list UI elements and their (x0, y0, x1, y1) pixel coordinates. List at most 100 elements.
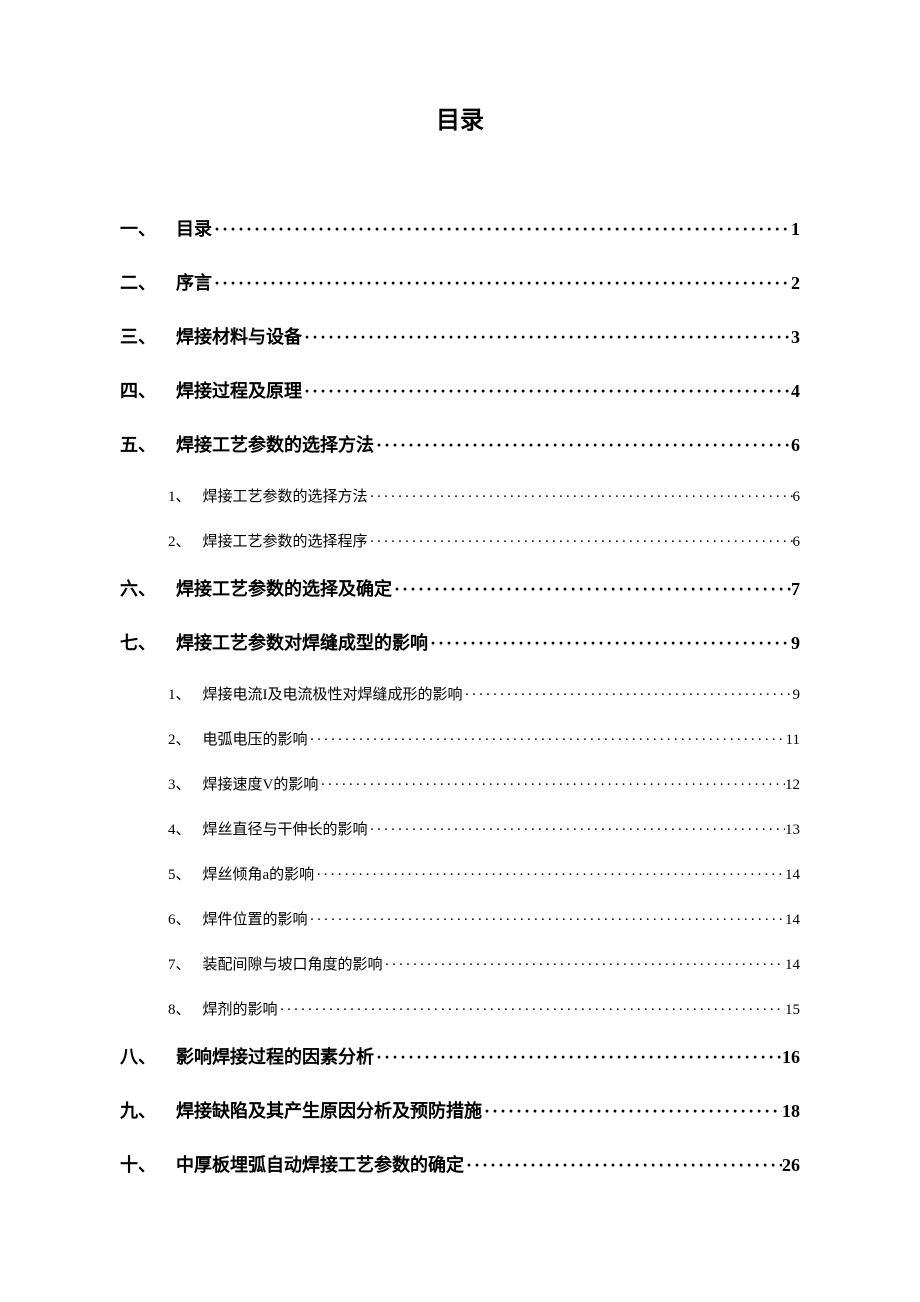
entry-page: 11 (786, 732, 800, 749)
entry-label: 焊接工艺参数对焊缝成型的影响 (176, 629, 428, 655)
entry-number: 二、 (120, 269, 164, 295)
entry-label: 焊接工艺参数的选择方法 (203, 485, 368, 506)
toc-entry: 三、焊接材料与设备 3 (120, 323, 800, 349)
entry-page: 14 (785, 912, 800, 929)
entry-label: 电弧电压的影响 (203, 728, 308, 749)
entry-page: 3 (791, 327, 800, 348)
leader-dots (212, 273, 791, 294)
leader-dots (314, 867, 785, 884)
entry-number: 五、 (120, 431, 164, 457)
entry-number: 1、 (168, 485, 191, 506)
entry-page: 14 (785, 957, 800, 974)
toc-entry: 六、焊接工艺参数的选择及确定 7 (120, 575, 800, 601)
entry-number: 4、 (168, 818, 191, 839)
entry-page: 26 (782, 1155, 800, 1176)
leader-dots (368, 822, 785, 839)
entry-label: 焊接电流I及电流极性对焊缝成形的影响 (203, 683, 463, 704)
toc-entry: 3、焊接速度V的影响 12 (168, 773, 800, 794)
leader-dots (302, 381, 791, 402)
leader-dots (308, 732, 786, 749)
entry-page: 18 (782, 1101, 800, 1122)
leader-dots (308, 912, 785, 929)
toc-entry: 5、焊丝倾角a的影响 14 (168, 863, 800, 884)
entry-page: 6 (793, 534, 801, 551)
leader-dots (374, 435, 791, 456)
leader-dots (318, 777, 785, 794)
entry-page: 13 (785, 822, 800, 839)
entry-label: 中厚板埋弧自动焊接工艺参数的确定 (176, 1151, 464, 1177)
entry-label: 焊接工艺参数的选择方法 (176, 431, 374, 457)
entry-label: 影响焊接过程的因素分析 (176, 1043, 374, 1069)
entry-label: 序言 (176, 269, 212, 295)
entry-number: 3、 (168, 773, 191, 794)
leader-dots (278, 1002, 785, 1019)
entry-page: 2 (791, 273, 800, 294)
entry-label: 焊剂的影响 (203, 998, 278, 1019)
entry-label: 焊丝直径与干伸长的影响 (203, 818, 368, 839)
entry-number: 2、 (168, 728, 191, 749)
entry-label: 焊接工艺参数的选择程序 (203, 530, 368, 551)
entry-page: 4 (791, 381, 800, 402)
entry-number: 一、 (120, 215, 164, 241)
entry-number: 三、 (120, 323, 164, 349)
toc-entry: 4、焊丝直径与干伸长的影响 13 (168, 818, 800, 839)
entry-page: 12 (785, 777, 800, 794)
entry-number: 十、 (120, 1151, 164, 1177)
leader-dots (464, 1155, 782, 1176)
leader-dots (368, 534, 793, 551)
entry-label: 焊接过程及原理 (176, 377, 302, 403)
toc-entry: 1、焊接电流I及电流极性对焊缝成形的影响 9 (168, 683, 800, 704)
toc-entry: 九、焊接缺陷及其产生原因分析及预防措施 18 (120, 1097, 800, 1123)
entry-label: 焊接材料与设备 (176, 323, 302, 349)
entry-number: 5、 (168, 863, 191, 884)
entry-number: 六、 (120, 575, 164, 601)
entry-page: 1 (791, 219, 800, 240)
toc-entry: 2、焊接工艺参数的选择程序 6 (168, 530, 800, 551)
entry-page: 7 (791, 579, 800, 600)
entry-number: 7、 (168, 953, 191, 974)
toc-entry: 一、目录 1 (120, 215, 800, 241)
toc-entry: 2、电弧电压的影响 11 (168, 728, 800, 749)
entry-label: 装配间隙与坡口角度的影响 (203, 953, 383, 974)
leader-dots (428, 633, 791, 654)
leader-dots (383, 957, 785, 974)
entry-number: 8、 (168, 998, 191, 1019)
entry-page: 15 (785, 1002, 800, 1019)
entry-number: 八、 (120, 1043, 164, 1069)
toc-container: 一、目录1二、序言2三、焊接材料与设备3四、焊接过程及原理4五、焊接工艺参数的选… (120, 215, 800, 1177)
leader-dots (212, 219, 791, 240)
entry-page: 16 (782, 1047, 800, 1068)
leader-dots (392, 579, 791, 600)
entry-number: 1、 (168, 683, 191, 704)
leader-dots (463, 687, 793, 704)
toc-entry: 6、焊件位置的影响 14 (168, 908, 800, 929)
entry-number: 2、 (168, 530, 191, 551)
toc-entry: 五、焊接工艺参数的选择方法6 (120, 431, 800, 457)
entry-page: 6 (793, 489, 801, 506)
leader-dots (368, 489, 793, 506)
toc-entry: 1、焊接工艺参数的选择方法 6 (168, 485, 800, 506)
entry-label: 焊丝倾角a的影响 (203, 863, 315, 884)
toc-entry: 十、中厚板埋弧自动焊接工艺参数的确定 26 (120, 1151, 800, 1177)
toc-entry: 7、装配间隙与坡口角度的影响 14 (168, 953, 800, 974)
toc-entry: 八、影响焊接过程的因素分析 16 (120, 1043, 800, 1069)
leader-dots (482, 1101, 782, 1122)
entry-label: 焊件位置的影响 (203, 908, 308, 929)
entry-label: 焊接工艺参数的选择及确定 (176, 575, 392, 601)
toc-entry: 七、焊接工艺参数对焊缝成型的影响 9 (120, 629, 800, 655)
entry-number: 七、 (120, 629, 164, 655)
entry-page: 9 (791, 633, 800, 654)
toc-entry: 四、焊接过程及原理 4 (120, 377, 800, 403)
entry-page: 14 (785, 867, 800, 884)
page-title: 目录 (120, 100, 800, 135)
leader-dots (374, 1047, 782, 1068)
entry-number: 四、 (120, 377, 164, 403)
toc-entry: 8、焊剂的影响 15 (168, 998, 800, 1019)
entry-number: 6、 (168, 908, 191, 929)
entry-number: 九、 (120, 1097, 164, 1123)
leader-dots (302, 327, 791, 348)
entry-label: 目录 (176, 215, 212, 241)
entry-label: 焊接缺陷及其产生原因分析及预防措施 (176, 1097, 482, 1123)
entry-label: 焊接速度V的影响 (203, 773, 319, 794)
entry-page: 9 (793, 687, 801, 704)
